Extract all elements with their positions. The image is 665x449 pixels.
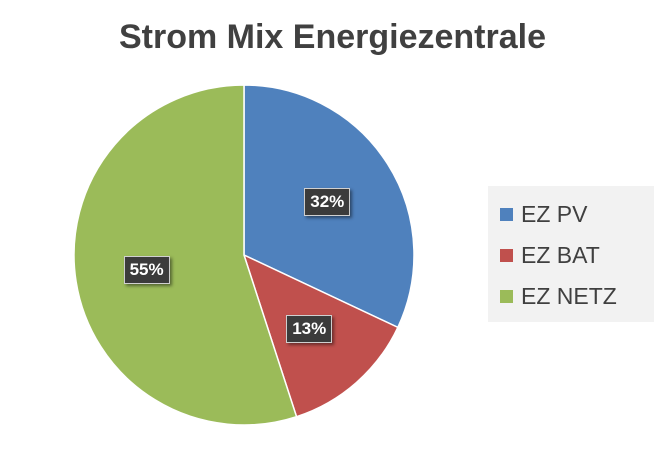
pie-slice-ez-netz	[73, 84, 298, 426]
chart-title: Strom Mix Energiezentrale	[118, 18, 546, 56]
legend-label-ez-pv: EZ PV	[521, 201, 588, 227]
data-label-ez-netz: 55%	[123, 256, 170, 285]
legend: EZ PV EZ BAT EZ NETZ	[488, 186, 654, 322]
data-label-ez-pv: 32%	[304, 188, 351, 217]
legend-swatch-ez-bat	[500, 249, 513, 262]
legend-item-ez-pv: EZ PV	[500, 194, 654, 235]
legend-item-ez-netz: EZ NETZ	[500, 276, 654, 317]
legend-label-ez-netz: EZ NETZ	[521, 283, 617, 309]
legend-label-ez-bat: EZ BAT	[521, 242, 600, 268]
legend-item-ez-bat: EZ BAT	[500, 235, 654, 276]
data-label-ez-bat: 13%	[286, 314, 333, 343]
legend-swatch-ez-netz	[500, 290, 513, 303]
legend-swatch-ez-pv	[500, 208, 513, 221]
